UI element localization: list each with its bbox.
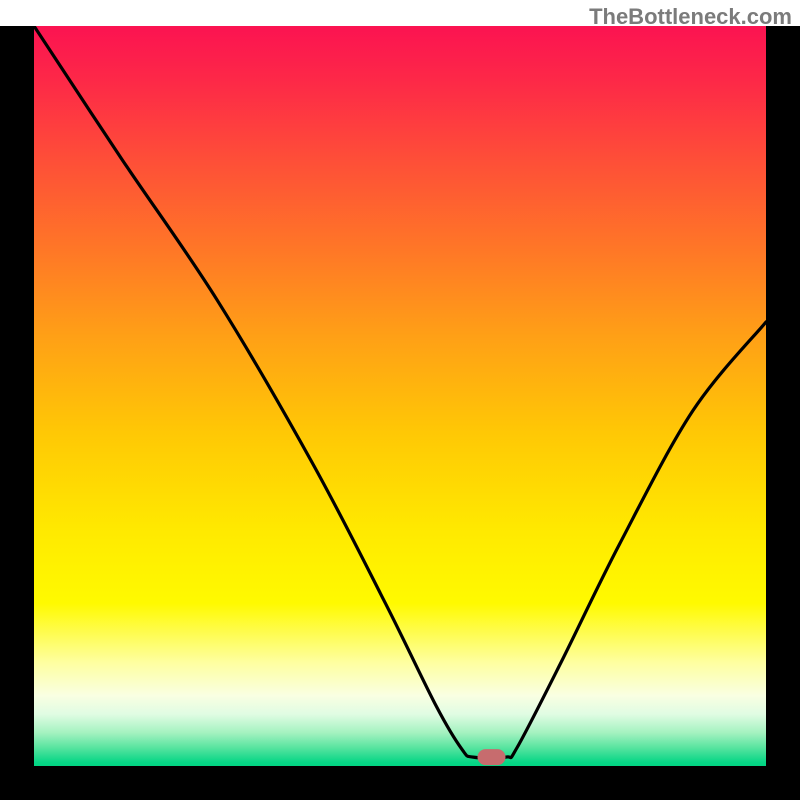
optimal-point-marker [478, 749, 506, 765]
watermark-text: TheBottleneck.com [589, 4, 792, 30]
chart-frame [0, 26, 800, 800]
chart-plot-area [34, 26, 766, 766]
bottleneck-chart-svg [34, 26, 766, 766]
gradient-background [34, 26, 766, 766]
